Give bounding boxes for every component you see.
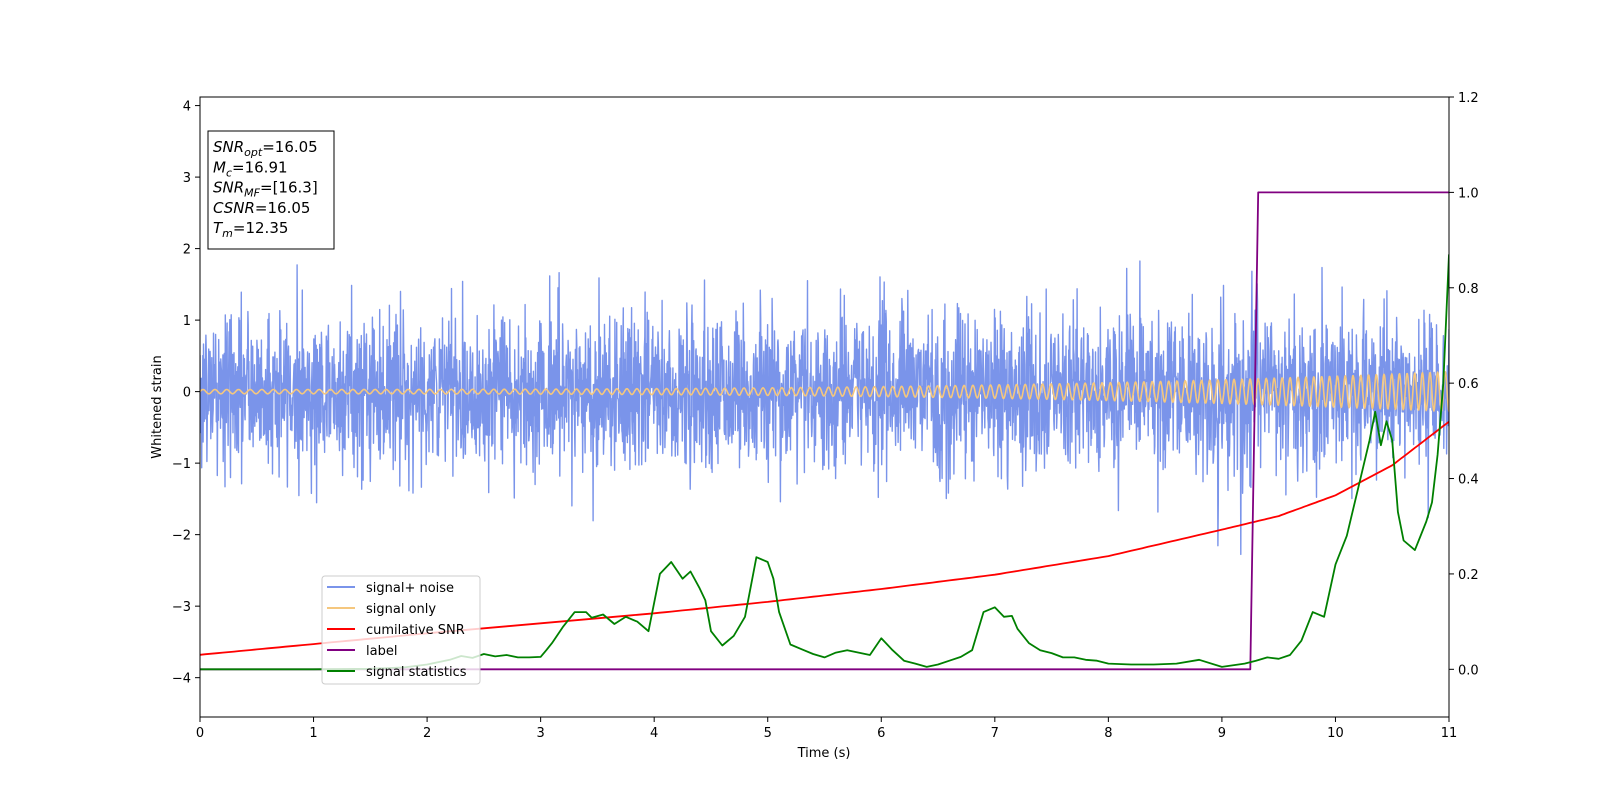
series-line-signal-statistics bbox=[200, 254, 1449, 671]
y-right-tick-label: 1.0 bbox=[1458, 186, 1479, 201]
info-var: CSNR bbox=[213, 199, 255, 217]
info-var: M bbox=[213, 158, 226, 176]
y-axis-right: 0.0 0.2 0.4 0.6 0.8 1.0 1.2 bbox=[1449, 91, 1479, 678]
info-line: CSNR=16.05 bbox=[213, 199, 310, 217]
info-line: SNRMF=[16.3] bbox=[213, 179, 318, 200]
legend-label: label bbox=[366, 644, 397, 659]
y-tick-label: −1 bbox=[172, 457, 191, 472]
info-line: Tm=12.35 bbox=[213, 219, 288, 240]
x-tick-label: 1 bbox=[309, 726, 317, 741]
info-box: SNRopt=16.05Mc=16.91SNRMF=[16.3]CSNR=16.… bbox=[207, 130, 335, 250]
legend-label: cumilative SNR bbox=[366, 623, 465, 638]
y-tick-label: −3 bbox=[172, 600, 191, 615]
y-right-tick-label: 0.8 bbox=[1458, 282, 1479, 297]
info-value: =16.05 bbox=[262, 138, 318, 156]
x-tick-label: 7 bbox=[991, 726, 999, 741]
y-tick-label: 2 bbox=[183, 243, 191, 258]
y-right-tick-label: 0.0 bbox=[1458, 663, 1479, 678]
info-line: SNRopt=16.05 bbox=[213, 138, 318, 159]
x-tick-label: 6 bbox=[877, 726, 885, 741]
info-line: Mc=16.91 bbox=[213, 158, 288, 179]
info-value: =16.05 bbox=[255, 199, 311, 217]
legend-label: signal only bbox=[366, 602, 436, 617]
info-subscript: c bbox=[226, 166, 232, 179]
info-subscript: opt bbox=[244, 146, 263, 159]
x-tick-label: 2 bbox=[423, 726, 431, 741]
info-var: SNR bbox=[213, 179, 244, 197]
plot-frame bbox=[199, 96, 1450, 718]
x-tick-label: 8 bbox=[1104, 726, 1112, 741]
info-value: =12.35 bbox=[233, 219, 289, 237]
x-tick-label: 3 bbox=[536, 726, 544, 741]
y-right-tick-label: 0.6 bbox=[1458, 377, 1479, 392]
x-axis-label: Time (s) bbox=[797, 746, 851, 761]
x-tick-label: 10 bbox=[1327, 726, 1344, 741]
info-box-frame bbox=[207, 130, 335, 250]
y-axis-label: Whitened strain bbox=[150, 355, 165, 458]
y-tick-label: 3 bbox=[183, 171, 191, 186]
legend: signal+ noise signal only cumilative SNR la… bbox=[321, 575, 481, 685]
legend-label: signal statistics bbox=[366, 665, 467, 680]
series-line-signal-only bbox=[200, 371, 1449, 412]
info-subscript: m bbox=[222, 227, 233, 240]
y-axis-left: −4 −3 −2 −1 0 1 2 3 4 bbox=[172, 100, 200, 687]
x-tick-label: 4 bbox=[650, 726, 658, 741]
y-tick-label: −4 bbox=[172, 672, 191, 687]
y-tick-label: 1 bbox=[183, 314, 191, 329]
y-tick-label: 4 bbox=[183, 100, 191, 115]
x-tick-label: 0 bbox=[196, 726, 204, 741]
info-value: =16.91 bbox=[232, 158, 288, 176]
info-var: SNR bbox=[213, 138, 244, 156]
x-tick-label: 11 bbox=[1441, 726, 1458, 741]
x-tick-label: 5 bbox=[764, 726, 772, 741]
y-tick-label: 0 bbox=[183, 386, 191, 401]
info-value: =[16.3] bbox=[260, 179, 318, 197]
info-var: T bbox=[213, 219, 224, 237]
y-right-tick-label: 0.4 bbox=[1458, 473, 1479, 488]
series-line-label bbox=[200, 191, 1449, 671]
x-tick-label: 9 bbox=[1218, 726, 1226, 741]
info-subscript: MF bbox=[244, 187, 260, 200]
y-tick-label: −2 bbox=[172, 529, 191, 544]
y-right-tick-label: 0.2 bbox=[1458, 568, 1479, 583]
x-axis: 0 1 2 3 4 5 6 7 8 9 10 11 bbox=[196, 717, 1457, 741]
legend-frame bbox=[321, 575, 481, 685]
series-line-signal-noise bbox=[200, 260, 1449, 556]
legend-label: signal+ noise bbox=[366, 581, 454, 596]
y-right-tick-label: 1.2 bbox=[1458, 91, 1479, 106]
